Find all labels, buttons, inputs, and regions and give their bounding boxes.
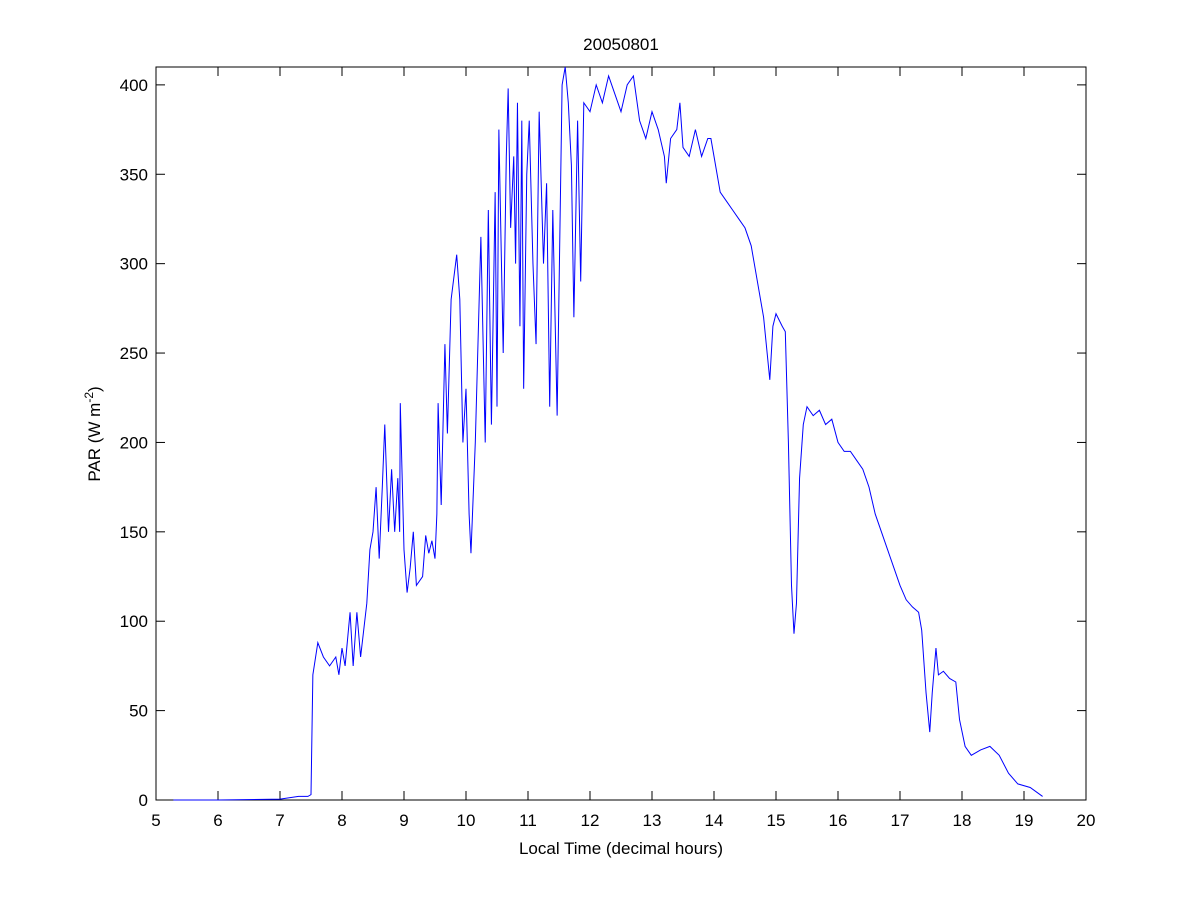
data-line [173, 66, 1043, 801]
x-tick-label: 19 [1015, 811, 1034, 830]
y-tick-label: 400 [120, 76, 148, 95]
y-axis-label-text: PAR (W m [85, 403, 104, 482]
y-axis-label-end: ) [85, 386, 104, 392]
plot-box [155, 66, 1087, 801]
y-tick-label: 200 [120, 433, 148, 452]
x-tick-label: 12 [581, 811, 600, 830]
y-tick-label: 300 [120, 255, 148, 274]
x-tick-label: 14 [705, 811, 724, 830]
x-axis-label: Local Time (decimal hours) [519, 839, 723, 858]
x-tick-label: 16 [829, 811, 848, 830]
x-tick-label: 13 [643, 811, 662, 830]
x-tick-label: 7 [275, 811, 284, 830]
y-tick-label: 0 [139, 791, 148, 810]
y-tick-label: 250 [120, 344, 148, 363]
y-tick-label: 50 [129, 702, 148, 721]
x-tick-label: 8 [337, 811, 346, 830]
x-tick-label: 17 [891, 811, 910, 830]
chart-title: 20050801 [583, 35, 659, 54]
y-tick-label: 100 [120, 612, 148, 631]
y-tick-label: 350 [120, 165, 148, 184]
y-tick-label: 150 [120, 523, 148, 542]
y-axis-label: PAR (W m-2) [82, 386, 104, 481]
x-tick-label: 5 [151, 811, 160, 830]
x-tick-label: 20 [1077, 811, 1096, 830]
x-tick-label: 15 [767, 811, 786, 830]
x-tick-label: 9 [399, 811, 408, 830]
x-tick-label: 6 [213, 811, 222, 830]
y-axis-label-exponent: -2 [82, 392, 96, 403]
x-tick-label: 18 [953, 811, 972, 830]
x-tick-label: 10 [457, 811, 476, 830]
x-tick-label: 11 [519, 811, 537, 830]
